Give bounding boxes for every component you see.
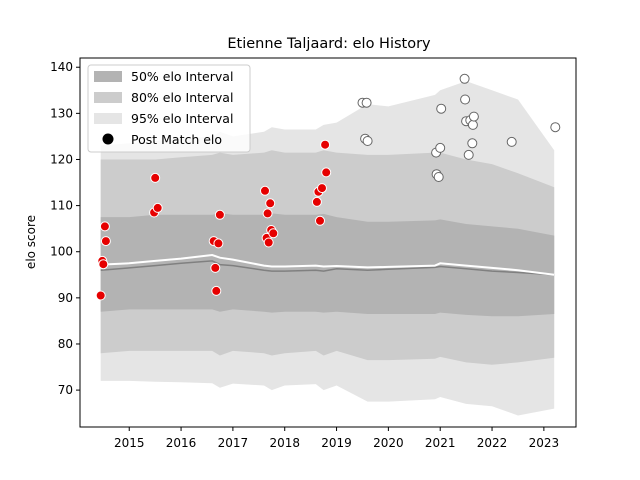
x-tick-label: 2015 [114,436,145,450]
post-match-elo-point [265,198,276,209]
x-tick-label: 2017 [218,436,249,450]
y-tick-label: 70 [58,383,73,397]
post-match-elo-point [263,237,274,248]
legend-label-points: Post Match elo [131,132,222,147]
post-match-elo-point [361,97,372,108]
post-match-elo-point [317,183,327,194]
x-tick-label: 2018 [269,436,300,450]
axes-frame [79,57,577,428]
legend: 50% elo Interval 80% elo Interval 95% el… [87,64,251,153]
post-match-elo-point [315,215,325,226]
post-match-elo-point [260,185,270,196]
mean-elo-line [100,253,555,276]
post-match-elo-point [98,259,109,270]
plot-area [95,73,561,416]
post-match-elo-point [152,202,163,213]
post-match-elo-point [311,196,322,207]
post-match-elo-point [213,238,224,249]
y-tick-label: 110 [50,199,73,213]
post-match-elo-point [467,119,478,130]
legend-swatch-50 [94,71,122,82]
legend-label-50: 50% elo Interval [131,69,233,84]
x-tick-label: 2021 [425,436,456,450]
legend-label-95: 95% elo Interval [131,111,233,126]
y-tick-label: 120 [50,152,73,166]
post-match-elo-point [100,236,111,247]
post-match-elo-point [211,285,222,296]
post-match-elo-point [268,228,279,239]
x-tick-label: 2016 [166,436,197,450]
x-tick-label: 2023 [529,436,560,450]
post-match-elo-point [459,73,470,84]
axis-ticks: 2015 2016 2017 2018 2019 2020 2021 2022 2023 70 80… [50,60,559,450]
post-match-elo-point [468,111,479,122]
post-match-elo-point [436,103,447,114]
x-tick-label: 2022 [477,436,508,450]
y-tick-label: 130 [50,106,73,120]
chart-title: Etienne Taljaard: elo History [227,36,431,52]
legend-frame [87,64,251,153]
legend-marker-points [102,133,114,145]
post-match-elo-point [435,142,446,153]
post-match-elo-point [467,138,478,149]
post-match-elo-point [95,290,106,301]
post-match-elo-point [150,172,161,183]
legend-swatch-80 [94,92,122,103]
y-tick-label: 80 [58,337,73,351]
post-match-elo-point [433,172,444,182]
post-match-elo-point [210,262,221,273]
post-match-elo-point [463,149,474,160]
post-match-elo-point [321,167,332,178]
x-tick-label: 2020 [373,436,404,450]
median-elo-line [100,260,555,276]
post-match-elo-point [99,221,110,232]
post-match-elo-point [362,136,373,146]
y-axis-label: elo score [24,215,38,269]
y-tick-label: 100 [50,245,73,259]
post-match-elo-point [550,122,561,133]
post-match-elo-point [506,136,517,147]
legend-label-80: 80% elo Interval [131,90,233,105]
post-match-elo-point [262,208,273,219]
x-tick-label: 2019 [321,436,352,450]
legend-swatch-95 [94,113,122,124]
post-match-elo-point [460,94,471,105]
post-match-elo-point [320,139,331,150]
y-tick-label: 90 [58,291,73,305]
post-match-elo-point [214,209,225,220]
y-tick-label: 140 [50,60,73,74]
